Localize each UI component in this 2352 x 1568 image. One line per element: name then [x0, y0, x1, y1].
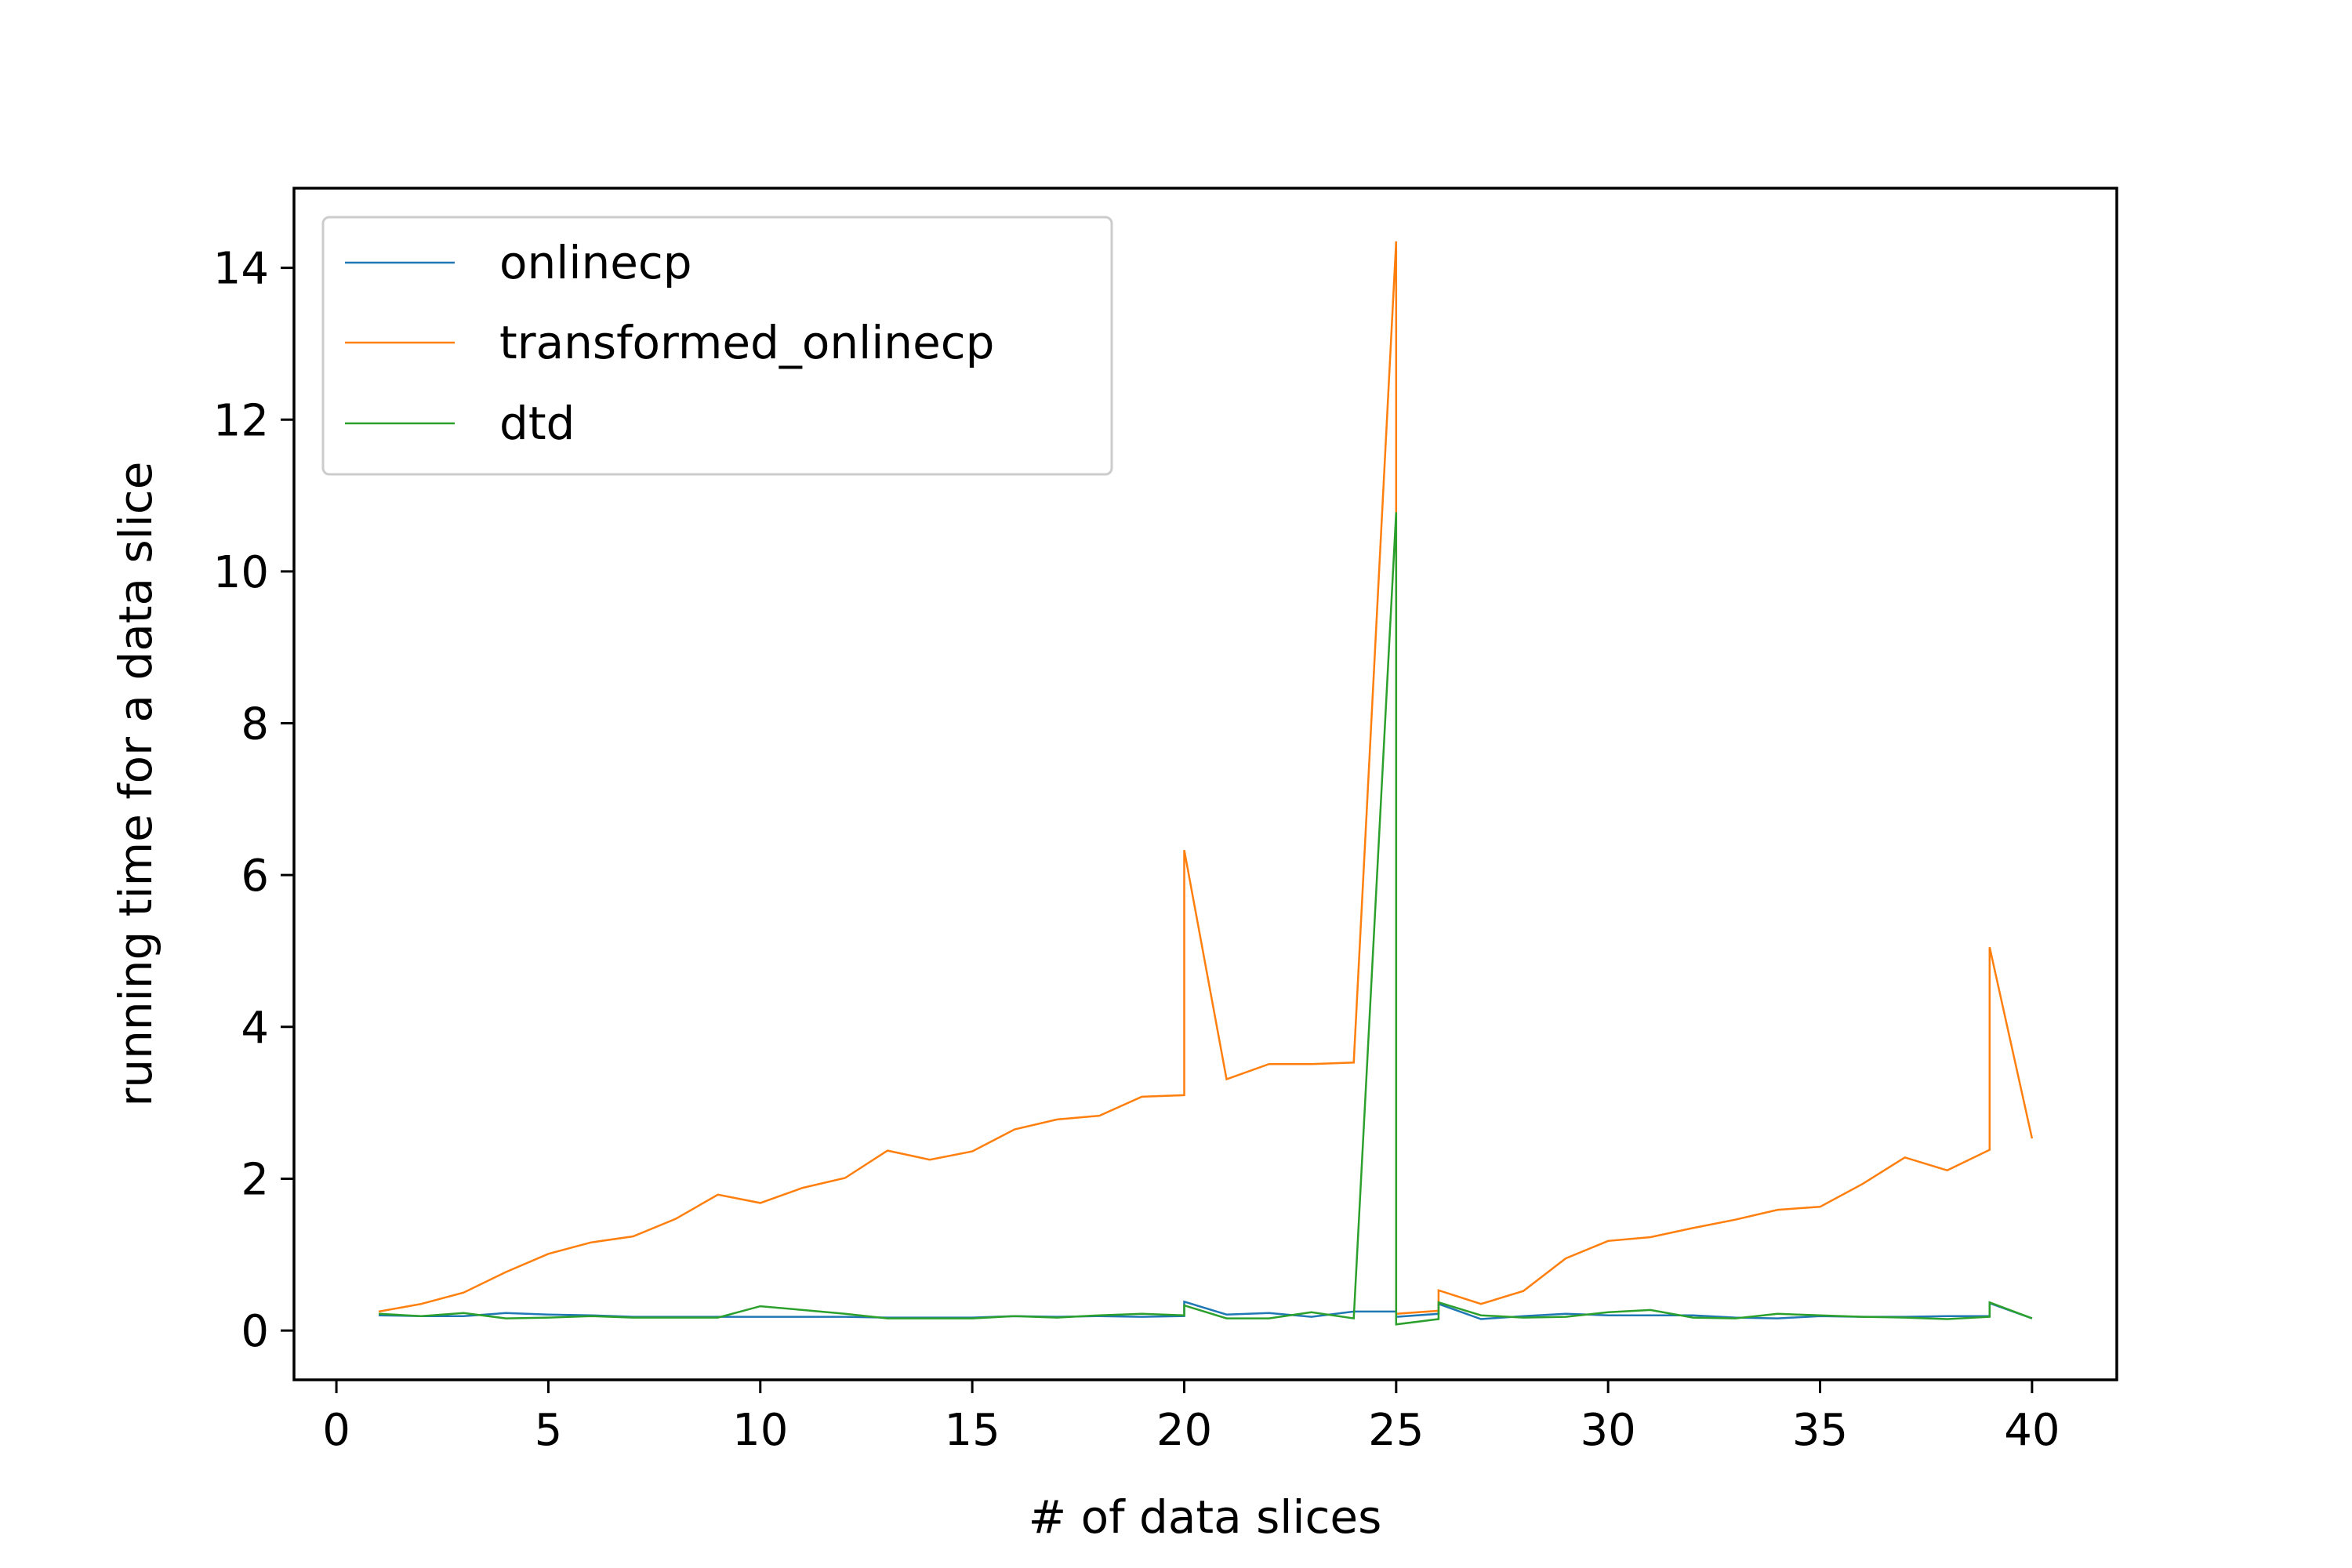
x-tick-label: 15 [944, 1405, 1000, 1456]
plot-frame [292, 187, 2118, 1381]
x-tick-label: 25 [1368, 1405, 1424, 1456]
x-axis-label: # of data slices [1029, 1490, 1382, 1544]
y-tick-label: 14 [213, 244, 269, 295]
series-line-transformed-onlinecp [378, 241, 2034, 1316]
y-tick-label: 0 [241, 1306, 269, 1357]
y-tick-label: 2 [241, 1154, 269, 1205]
y-tick-label: 12 [213, 395, 269, 446]
axes-layer: 0 5 10 15 20 25 30 35 40 0 2 4 6 8 10 12 14 [213, 244, 2060, 1456]
y-axis-label: running time for a data slice [109, 462, 162, 1107]
y-tick-label: 8 [241, 699, 269, 750]
legend: onlinecp transformed_onlinecp dtd [321, 216, 1113, 476]
y-tick-label: 10 [213, 547, 269, 598]
series-layer [378, 241, 2034, 1326]
x-tick-label: 20 [1156, 1405, 1212, 1456]
x-tick-label: 35 [1792, 1405, 1848, 1456]
series-line-dtd [379, 512, 2033, 1326]
x-tick-label: 40 [2004, 1405, 2060, 1456]
legend-frame [321, 216, 1113, 476]
legend-label-onlinecp: onlinecp [499, 236, 692, 289]
x-tick-label: 0 [322, 1405, 350, 1456]
x-tick-label: 10 [732, 1405, 788, 1456]
y-tick-label: 4 [241, 1003, 269, 1054]
legend-label-transformed-onlinecp: transformed_onlinecp [499, 316, 994, 369]
y-tick-label: 6 [241, 851, 269, 902]
x-tick-label: 30 [1581, 1405, 1636, 1456]
x-tick-label: 5 [535, 1405, 563, 1456]
legend-label-dtd: dtd [499, 397, 575, 450]
